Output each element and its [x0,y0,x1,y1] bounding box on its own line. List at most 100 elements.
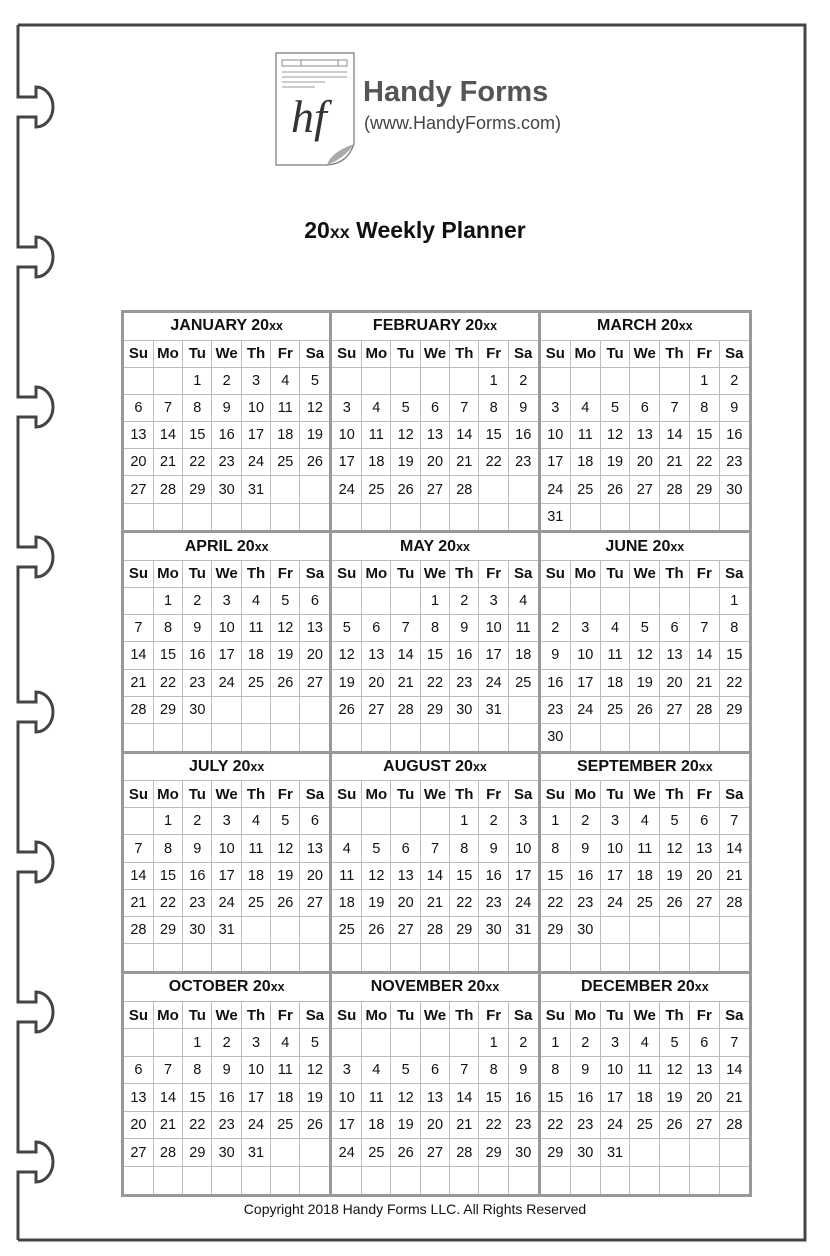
weekday-header: We [419,339,451,368]
week-row: 26 27 28 29 30 31 [332,695,538,724]
day-cell: 14 [152,1083,184,1112]
day-cell: 25 [629,1110,661,1140]
day-cell: 24 [599,888,631,917]
day-cell: 19 [659,1083,690,1112]
day-cell: 24 [211,668,242,697]
weekday-header: Mo [361,1000,392,1030]
weekday-header: Sa [718,559,749,589]
day-cell: 11 [332,861,363,890]
day-cell: 3 [478,587,509,616]
day-cell [182,502,213,531]
day-cell: 25 [270,1110,301,1140]
day-cell: 26 [629,695,661,724]
weekday-header: Sa [507,559,538,589]
week-row [332,943,538,971]
day-cell [507,1165,538,1194]
day-cell [688,943,720,971]
day-cell [599,943,631,971]
weekday-header: Th [240,339,272,368]
copyright-notice: Copyright 2018 Handy Forms LLC. All Righ… [243,1201,587,1217]
month-table: MAY 20xx Su Mo Tu We Th Fr Sa 1 2 3 4 5 6 7 8 9 10 11 12 13 1… [332,533,538,751]
day-cell: 23 [540,695,571,724]
month-title: SEPTEMBER 20xx [540,753,749,782]
weekday-header: Tu [599,780,631,809]
day-cell: 27 [361,695,392,724]
day-cell: 12 [599,421,631,450]
day-cell [361,943,392,971]
day-cell: 17 [332,1110,363,1140]
day-cell: 29 [182,1138,213,1167]
week-row: 12 13 14 15 16 17 18 [332,641,538,670]
month-table: JANUARY 20xx Su Mo Tu We Th Fr Sa 1 2 3 4 5 6 7 8 9 10 11 1… [124,313,330,531]
day-cell: 26 [270,888,301,917]
month-table: NOVEMBER 20xx Su Mo Tu We Th Fr Sa 1 2 3 4 5 6 7 8 9 10 11… [332,973,538,1194]
week-row: 27 28 29 30 31 [124,1138,330,1167]
day-cell [478,475,509,504]
weekday-header: Fr [688,559,720,589]
day-cell: 22 [182,448,213,477]
weekday-header: Su [540,559,571,589]
day-cell: 8 [478,1055,509,1085]
day-cell: 15 [478,421,509,450]
year-suffix: xx [698,759,713,774]
day-cell: 6 [124,1055,154,1085]
day-cell: 11 [270,1055,301,1085]
day-cell: 20 [659,668,690,697]
day-cell: 6 [390,834,421,863]
day-cell [569,366,601,395]
day-cell: 29 [688,475,720,504]
day-cell: 17 [240,421,272,450]
day-cell [659,943,690,971]
day-cell: 27 [299,888,330,917]
day-cell: 5 [299,1028,330,1057]
day-cell: 12 [299,393,330,423]
day-cell: 18 [629,1083,661,1112]
week-row: 20 21 22 23 24 25 26 [124,448,330,477]
day-cell: 22 [718,668,749,697]
day-cell: 24 [332,1138,363,1167]
day-cell: 24 [332,475,363,504]
day-cell: 6 [124,393,154,423]
title-year-prefix: 20 [304,217,330,243]
week-row: 30 [540,722,749,751]
day-cell [599,1165,631,1194]
weekday-header: Su [540,1000,571,1030]
day-cell [659,502,690,531]
month-name: JANUARY 20 [170,317,270,335]
day-cell: 21 [449,448,480,477]
day-cell [124,1028,154,1057]
day-cell: 11 [629,1055,661,1085]
day-cell: 10 [507,834,538,863]
day-cell [361,502,392,531]
day-cell: 5 [659,807,690,836]
day-cell: 1 [718,587,749,616]
day-cell: 22 [478,1110,509,1140]
day-cell [124,587,154,616]
month-name: MAY 20 [400,537,457,555]
day-cell [659,915,690,945]
week-row: 10 11 12 13 14 15 16 [332,421,538,450]
day-cell: 23 [182,668,213,697]
day-cell [688,502,720,531]
day-cell: 13 [629,421,661,450]
day-cell: 15 [182,421,213,450]
weekday-header: We [211,1000,242,1030]
day-cell [540,943,571,971]
week-row [332,502,538,531]
day-cell: 3 [211,587,242,616]
day-cell: 22 [688,448,720,477]
day-cell: 1 [478,1028,509,1057]
day-cell [361,807,392,836]
weekday-header: Sa [299,1000,330,1030]
day-cell: 12 [390,421,421,450]
month-may: MAY 20xx Su Mo Tu We Th Fr Sa 1 2 3 4 5 6 7 8 9 10 11 12 13 1… [332,533,541,754]
day-cell: 11 [569,421,601,450]
week-row: 8 9 10 11 12 13 14 [540,834,749,863]
day-cell: 1 [540,807,571,836]
day-cell: 27 [390,915,421,945]
day-cell: 7 [419,834,451,863]
